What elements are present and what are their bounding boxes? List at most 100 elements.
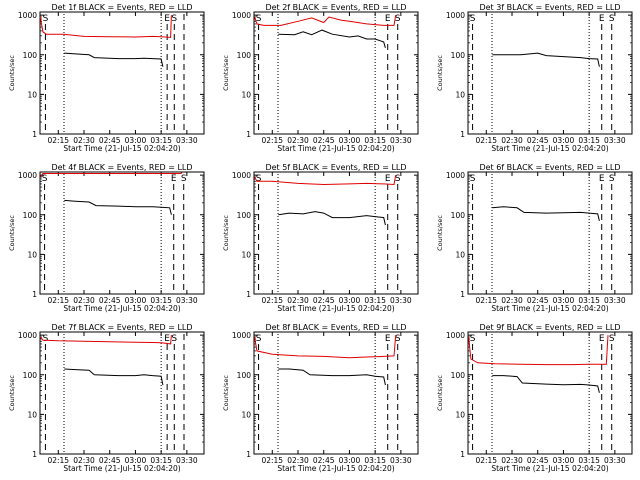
panel-7-xtick-label: 03:00 bbox=[125, 456, 147, 465]
panel-8-xtick-label: 03:30 bbox=[390, 456, 412, 465]
panel-2-start-time-label: Start Time (21-Jul-15 02:04:20) bbox=[277, 144, 394, 153]
panel-4-marker-label: E bbox=[171, 174, 177, 184]
panel-5-xtick-label: 02:30 bbox=[287, 296, 309, 305]
panel-5-xtick-label: 03:15 bbox=[364, 296, 386, 305]
panel-3-ytick-label: 10 bbox=[455, 90, 465, 99]
panel-2-ytick-label: 1 bbox=[246, 130, 251, 139]
panel-9-xtick-label: 02:45 bbox=[527, 456, 549, 465]
panel-1-marker-label: E bbox=[164, 14, 170, 24]
panel-7-xtick-label: 03:15 bbox=[150, 456, 172, 465]
panel-8-ytick-label: 10 bbox=[241, 410, 251, 419]
panel-3-xtick-label: 02:45 bbox=[527, 136, 549, 145]
panel-9-frame bbox=[467, 331, 633, 455]
panel-5-ytick-label: 100 bbox=[237, 211, 252, 220]
panel-7-series-lld bbox=[39, 335, 172, 345]
panel-2-marker-label: S bbox=[256, 14, 262, 24]
panel-5-frame bbox=[253, 171, 419, 295]
panel-8-xtick-label: 02:15 bbox=[261, 456, 283, 465]
panel-8-series-events bbox=[278, 368, 386, 386]
panel-3-marker-label: S bbox=[470, 14, 476, 24]
panel-2-ylabel: Counts/sec bbox=[222, 55, 230, 91]
panel-5-marker-label: E bbox=[385, 174, 391, 184]
panel-8-title: Det 8f BLACK = Events, RED = LLD bbox=[265, 323, 406, 332]
panel-1-marker-label: S bbox=[171, 14, 177, 24]
panel-8-marker-label: S bbox=[395, 334, 401, 344]
panel-9-marker-label: E bbox=[599, 334, 605, 344]
panel-9-xtick-label: 02:30 bbox=[501, 456, 523, 465]
panel-6-ytick-label: 100 bbox=[451, 211, 466, 220]
panel-7-marker-label: E bbox=[164, 334, 170, 344]
panel-7-ytick-label: 100 bbox=[23, 371, 38, 380]
panel-3-marker-label: E bbox=[599, 14, 605, 24]
panel-4-xtick-label: 02:15 bbox=[47, 296, 69, 305]
panel-3-xtick-label: 03:15 bbox=[578, 136, 600, 145]
panel-2-marker-label: E bbox=[385, 14, 391, 24]
panel-6-marker-label: E bbox=[599, 174, 605, 184]
panel-4-xtick-label: 03:15 bbox=[150, 296, 172, 305]
panel-1-ytick-label: 1 bbox=[32, 130, 37, 139]
panel-8-ylabel: Counts/sec bbox=[222, 375, 230, 411]
panel-9-marker-label: S bbox=[470, 334, 476, 344]
panel-1-series-lld bbox=[39, 15, 172, 38]
panel-3-ytick-label: 1 bbox=[460, 130, 465, 139]
panel-3-ylabel: Counts/sec bbox=[436, 55, 444, 91]
panel-1-xtick-label: 03:15 bbox=[150, 136, 172, 145]
panel-2-ytick-label: 100 bbox=[237, 51, 252, 60]
panel-8-series-lld bbox=[254, 335, 397, 359]
panel-5-xtick-label: 02:45 bbox=[313, 296, 335, 305]
panel-5-ytick-label: 1000 bbox=[232, 171, 251, 180]
panel-9: Det 9f BLACK = Events, RED = LLD 1 10 100 10… bbox=[436, 323, 633, 473]
panel-3-series-events bbox=[492, 52, 600, 67]
panel-8-ytick-label: 1 bbox=[246, 450, 251, 459]
panel-1-xtick-label: 02:15 bbox=[47, 136, 69, 145]
panel-6-marker-label: S bbox=[609, 174, 615, 184]
panel-4-ytick-label: 100 bbox=[23, 211, 38, 220]
panel-8-marker-label: E bbox=[385, 334, 391, 344]
panel-7-xtick-label: 02:30 bbox=[73, 456, 95, 465]
panel-2-series-lld bbox=[254, 15, 397, 26]
panel-1-xtick-label: 03:30 bbox=[176, 136, 198, 145]
panel-8-ytick-label: 1000 bbox=[232, 331, 251, 340]
panel-8: Det 8f BLACK = Events, RED = LLD 1 10 100 10… bbox=[222, 323, 419, 473]
panel-5: Det 5f BLACK = Events, RED = LLD 1 10 100 10… bbox=[222, 163, 419, 313]
panel-3-ytick-label: 100 bbox=[451, 51, 466, 60]
panel-5-xtick-label: 02:15 bbox=[261, 296, 283, 305]
panel-8-ytick-label: 100 bbox=[237, 371, 252, 380]
panel-1-ylabel: Counts/sec bbox=[8, 55, 16, 91]
panel-3-xtick-label: 03:30 bbox=[604, 136, 626, 145]
panel-8-xtick-label: 02:30 bbox=[287, 456, 309, 465]
panel-7-marker-label: S bbox=[171, 334, 177, 344]
panel-2-xtick-label: 03:15 bbox=[364, 136, 386, 145]
panel-9-series-lld bbox=[468, 335, 609, 366]
panel-4-marker-label: S bbox=[42, 174, 48, 184]
panel-2-frame bbox=[253, 11, 419, 135]
panel-1-title: Det 1f BLACK = Events, RED = LLD bbox=[51, 3, 192, 12]
panel-6-xtick-label: 02:30 bbox=[501, 296, 523, 305]
panel-7-title: Det 7f BLACK = Events, RED = LLD bbox=[51, 323, 192, 332]
panel-1-start-time-label: Start Time (21-Jul-15 02:04:20) bbox=[63, 144, 180, 153]
panel-6-ytick-label: 1 bbox=[460, 290, 465, 299]
panel-1-xtick-label: 03:00 bbox=[125, 136, 147, 145]
panel-2-xtick-label: 02:45 bbox=[313, 136, 335, 145]
panel-9-ytick-label: 100 bbox=[451, 371, 466, 380]
panel-8-xtick-label: 03:00 bbox=[339, 456, 361, 465]
panel-3-ytick-label: 1000 bbox=[446, 11, 465, 20]
panel-9-xtick-label: 03:00 bbox=[553, 456, 575, 465]
panel-2-series-events bbox=[278, 29, 386, 48]
panel-6-start-time-label: Start Time (21-Jul-15 02:04:20) bbox=[491, 304, 608, 313]
panel-6-xtick-label: 03:30 bbox=[604, 296, 626, 305]
panel-2-title: Det 2f BLACK = Events, RED = LLD bbox=[265, 3, 406, 12]
panel-6-xtick-label: 02:45 bbox=[527, 296, 549, 305]
panel-4-frame bbox=[39, 171, 205, 295]
panel-4-series-events bbox=[64, 199, 172, 215]
panel-7: Det 7f BLACK = Events, RED = LLD 1 10 100 10… bbox=[8, 323, 205, 473]
panel-4-ytick-label: 1000 bbox=[18, 171, 37, 180]
panel-4-title: Det 4f BLACK = Events, RED = LLD bbox=[51, 163, 192, 172]
panel-6-frame bbox=[467, 171, 633, 295]
panel-9-xtick-label: 03:15 bbox=[578, 456, 600, 465]
panel-4-xtick-label: 03:00 bbox=[125, 296, 147, 305]
panel-1-ytick-label: 100 bbox=[23, 51, 38, 60]
panel-8-xtick-label: 02:45 bbox=[313, 456, 335, 465]
panel-9-ytick-label: 10 bbox=[455, 410, 465, 419]
